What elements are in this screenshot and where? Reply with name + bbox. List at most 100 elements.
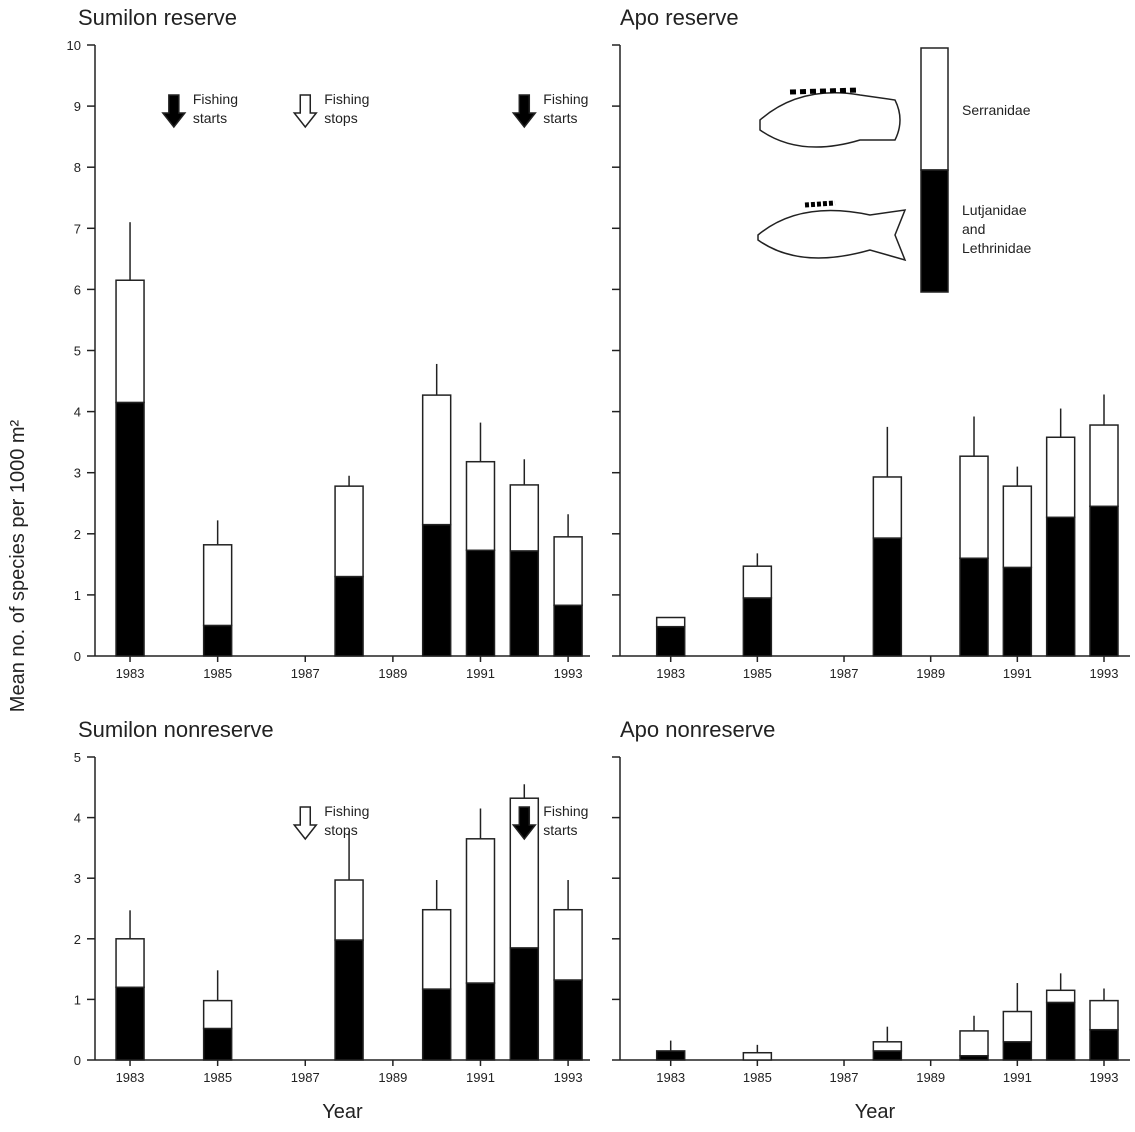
x-tick-label: 1991 [1003,666,1032,681]
x-tick-label: 1989 [916,666,945,681]
x-tick-label: 1989 [378,1070,407,1085]
x-tick-label: 1991 [1003,1070,1032,1085]
bar-segment [1002,485,1033,569]
y-tick-label: 4 [74,811,81,826]
fish-serranid [759,92,901,148]
x-tick-label: 1993 [1090,1070,1119,1085]
bar-segment [1045,436,1076,519]
legend-label: Serranidae [962,102,1031,118]
bar-segment [959,455,989,559]
fish-illustrations [757,87,907,262]
bar-segment [655,616,686,628]
bar-segment [959,1030,989,1057]
bar-segment [421,908,452,990]
annotation: Fishing starts [543,803,588,838]
bar-segment [509,550,540,657]
bar-segment [202,544,233,627]
panel-title: Sumilon nonreserve [78,717,274,742]
bar-segment [959,557,989,657]
panel-title: Apo reserve [620,5,739,30]
bar-segment [553,908,583,981]
bar-segment [655,625,686,657]
bar-segment [1089,999,1119,1031]
x-tick-label: 1987 [291,666,320,681]
y-axis-label: Mean no. of species per 1000 m² [7,419,29,712]
x-tick-label: 1983 [656,1070,685,1085]
bar-segment [553,536,583,607]
bar-segment [509,484,540,552]
x-axis-label: Year [855,1101,896,1123]
y-tick-label: 0 [74,649,81,664]
x-tick-label: 1983 [116,1070,145,1085]
y-tick-label: 1 [74,588,81,603]
bar-segment [334,575,364,657]
y-tick-label: 4 [74,405,81,420]
bar-segment [1002,566,1033,657]
bar-segment [421,394,452,526]
annotation: Fishing stops [324,803,369,838]
y-tick-label: 5 [74,750,81,765]
x-tick-label: 1993 [554,666,583,681]
y-tick-label: 0 [74,1053,81,1068]
bar-segment [465,838,496,984]
bar-segment [553,979,583,1061]
x-tick-label: 1983 [116,666,145,681]
x-tick-label: 1987 [291,1070,320,1085]
bar-segment [1045,516,1076,657]
bar-segment [1045,1001,1076,1061]
y-tick-label: 10 [67,38,81,53]
legend-swatch [920,169,949,293]
x-tick-label: 1985 [743,1070,772,1085]
x-tick-label: 1985 [203,1070,232,1085]
bar-segment [742,1051,773,1061]
y-tick-label: 7 [74,221,81,236]
annotation: Fishing starts [543,91,588,126]
x-tick-label: 1985 [743,666,772,681]
x-tick-label: 1991 [466,666,495,681]
bar-segment [465,460,496,552]
bar-segment [334,879,364,941]
arrow [161,94,187,129]
panel-title: Sumilon reserve [78,5,237,30]
legend-swatch [920,47,949,171]
x-tick-label: 1993 [1090,666,1119,681]
bar-segment [1045,989,1076,1004]
bar-segment [115,401,145,657]
fish-fin [804,200,836,208]
bar-segment [334,939,364,1061]
bar-segment [742,597,773,657]
x-axis-label: Year [322,1101,363,1123]
bar-segment [872,1050,903,1061]
bar-segment [553,604,583,657]
arrow [292,94,318,129]
arrow [292,806,318,841]
bar-segment [115,279,145,404]
y-tick-label: 3 [74,466,81,481]
panel-title: Apo nonreserve [620,717,775,742]
x-tick-label: 1991 [466,1070,495,1085]
bar-segment [334,485,364,578]
bar-segment [872,1041,903,1052]
bar-segment [872,537,903,657]
y-tick-label: 2 [74,932,81,947]
bar-segment [421,523,452,657]
x-tick-label: 1987 [830,1070,859,1085]
x-tick-label: 1989 [378,666,407,681]
bar-segment [202,1027,233,1061]
y-tick-label: 6 [74,282,81,297]
bar-segment [1002,1010,1033,1043]
y-tick-label: 3 [74,871,81,886]
bar-segment [872,476,903,539]
x-tick-label: 1989 [916,1070,945,1085]
bar-segment [742,565,773,599]
bar-segment [465,982,496,1061]
annotation: Fishing starts [193,91,238,126]
y-tick-label: 1 [74,992,81,1007]
x-tick-label: 1987 [830,666,859,681]
y-tick-label: 2 [74,527,81,542]
bar-segment [202,624,233,657]
bar-segment [1089,505,1119,657]
arrow [511,94,537,129]
annotation: Fishing stops [324,91,369,126]
